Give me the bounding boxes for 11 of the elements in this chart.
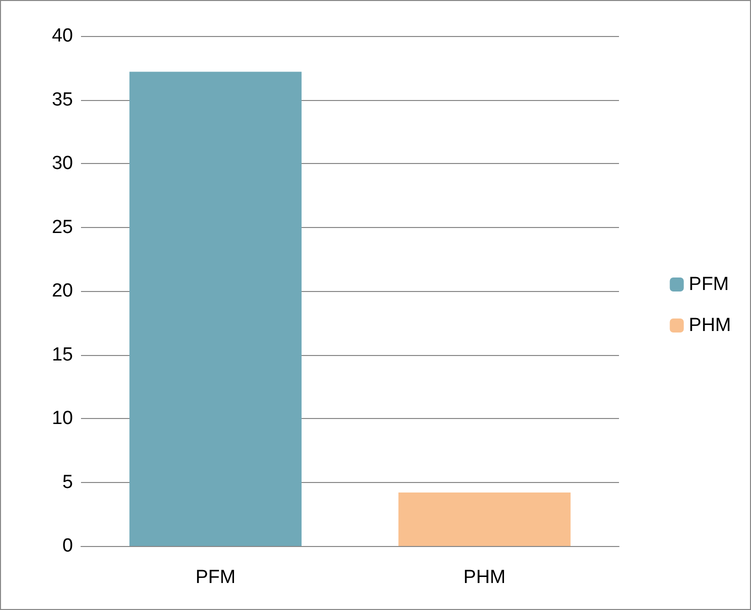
y-tick-label: 15	[52, 344, 73, 366]
y-tick-label: 10	[52, 408, 73, 429]
y-tick-label: 0	[62, 536, 73, 556]
y-tick-label: 40	[52, 26, 73, 46]
y-tick-label: 30	[52, 153, 73, 174]
y-tick-label: 25	[52, 216, 73, 238]
legend-label: PHM	[688, 315, 732, 336]
y-tick-label: 20	[52, 280, 73, 302]
y-tick-label: 5	[62, 472, 73, 493]
legend-label: PFM	[688, 274, 729, 295]
y-tick-label: 35	[52, 89, 73, 110]
